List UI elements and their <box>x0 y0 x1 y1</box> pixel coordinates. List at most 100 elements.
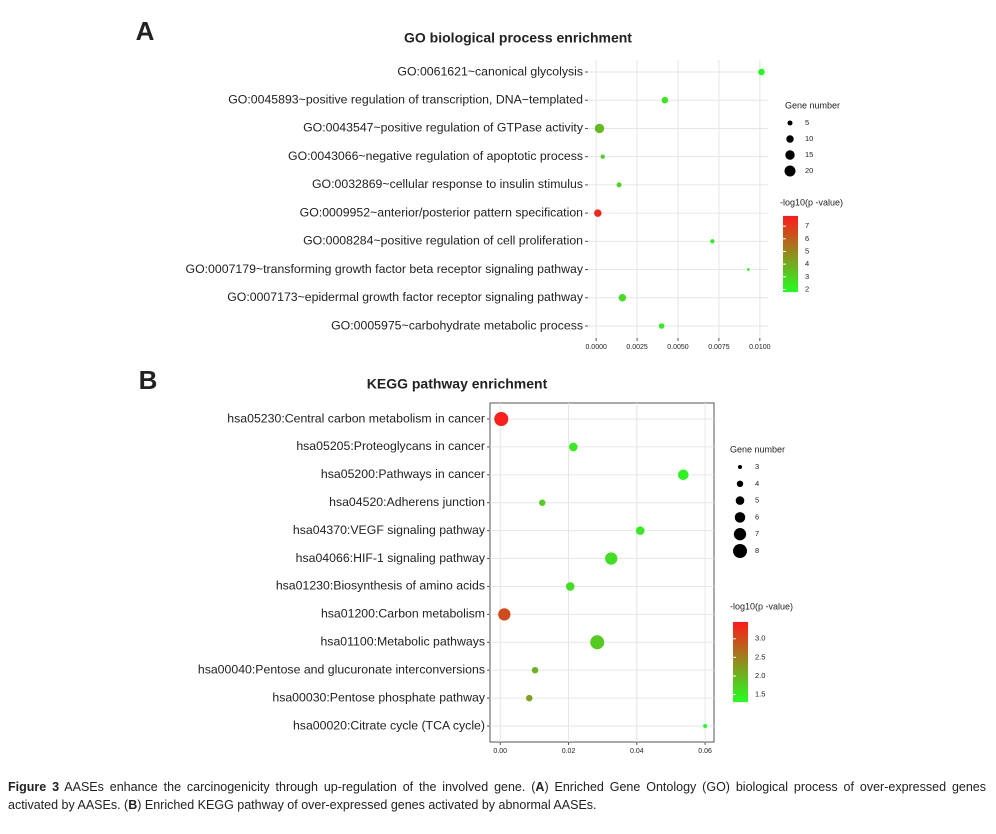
legend-label: 6 <box>755 512 759 521</box>
bubble <box>677 469 689 481</box>
bubble <box>746 268 750 271</box>
y-tick-label: hsa00030:Pentose phosphate pathway <box>272 690 485 704</box>
legend-label: 5 <box>805 118 809 127</box>
bubble <box>569 442 578 452</box>
y-tick-label: GO:0009952~anterior/posterior pattern sp… <box>300 205 583 219</box>
legend-label: 4 <box>755 479 759 488</box>
x-tick-label: 0.06 <box>698 748 712 755</box>
bubble <box>594 123 605 134</box>
legend-label: 2.5 <box>755 652 765 661</box>
plot-panel <box>489 402 715 743</box>
legend-label: 10 <box>805 134 813 143</box>
legend-label: 7 <box>805 221 809 230</box>
legend-bubble <box>736 480 744 488</box>
y-tick-label: GO:0061621~canonical glycolysis <box>397 64 583 78</box>
legend-label: 4 <box>805 259 809 268</box>
panel-label: A <box>136 16 155 46</box>
color-bar <box>783 216 798 292</box>
charts: A GO biological process enrichment 0.0000 0… <box>136 16 843 755</box>
legend-bubble <box>784 165 796 177</box>
legend-label: 7 <box>755 529 759 538</box>
bubble <box>531 666 539 674</box>
legend-label: 5 <box>755 496 759 505</box>
bubble <box>590 635 605 650</box>
bubble <box>498 608 511 621</box>
y-tick-label: hsa00040:Pentose and glucuronate interco… <box>198 662 485 676</box>
x-tick-label: 0.0100 <box>749 344 771 351</box>
legend-label: 8 <box>755 546 759 555</box>
bubble <box>661 96 669 104</box>
x-tick-label: 0.0025 <box>626 344 648 351</box>
bubble <box>594 209 602 217</box>
legend-bubble <box>786 135 794 143</box>
y-tick-label: GO:0007173~epidermal growth factor recep… <box>227 290 584 304</box>
legend-label: 1.5 <box>755 690 765 699</box>
y-tick-label: hsa05230:Central carbon metabolism in ca… <box>227 411 485 425</box>
bubble <box>526 694 533 702</box>
legend-bubble <box>735 496 745 505</box>
bubble <box>710 239 715 244</box>
legend-label: 15 <box>805 150 813 159</box>
caption-text: AASEs enhance the carcinogenicity throug… <box>59 780 536 794</box>
y-tick-label: hsa05200:Pathways in cancer <box>321 467 485 481</box>
bubble <box>758 68 765 76</box>
legend-label: 3.0 <box>755 634 765 643</box>
y-tick-label: hsa01230:Biosynthesis of amino acids <box>276 579 485 593</box>
panel-label: B <box>139 365 158 395</box>
chart-title: KEGG pathway enrichment <box>367 376 548 392</box>
legend-label: 5 <box>805 246 809 255</box>
legend-label: 3 <box>805 272 809 281</box>
legend-bubble <box>785 150 795 160</box>
legend-bubble <box>734 512 746 523</box>
y-tick-label: hsa01200:Carbon metabolism <box>321 607 485 621</box>
color-bar <box>733 622 748 702</box>
legend-bubble <box>733 544 747 558</box>
legend-title: Gene number <box>785 100 840 110</box>
y-tick-label: hsa01100:Metabolic pathways <box>320 635 485 649</box>
caption-ref: A <box>535 780 545 794</box>
y-tick-label: GO:0045893~positive regulation of transc… <box>228 92 583 106</box>
y-tick-label: hsa04520:Adherens junction <box>329 495 485 509</box>
bubble <box>635 526 645 535</box>
legend-title: -log10(p -value) <box>780 197 843 207</box>
legend-bubble <box>787 120 793 126</box>
y-tick-label: hsa04066:HIF-1 signaling pathway <box>296 551 486 565</box>
x-tick-label: 0.0050 <box>667 344 689 351</box>
y-tick-label: GO:0043066~negative regulation of apopto… <box>288 149 583 163</box>
legend-bubble <box>738 465 742 469</box>
y-tick-label: GO:0005975~carbohydrate metabolic proces… <box>331 318 583 332</box>
y-tick-label: GO:0043547~positive regulation of GTPase… <box>303 121 584 135</box>
caption-label: Figure 3 <box>8 780 60 794</box>
bubble <box>618 294 627 302</box>
caption-ref: B <box>128 798 138 812</box>
bubble <box>658 323 665 329</box>
legend-label: 2 <box>805 284 809 293</box>
y-tick-label: hsa05205:Proteoglycans in cancer <box>296 439 485 453</box>
legend-title: Gene number <box>730 444 785 454</box>
x-tick-label: 0.00 <box>493 748 507 755</box>
legend-label: 20 <box>805 166 813 175</box>
bubble <box>565 582 575 591</box>
bubble <box>600 154 605 159</box>
x-tick-label: 0.0000 <box>585 344 607 351</box>
caption-text: ) Enriched KEGG pathway of over-expresse… <box>137 798 597 812</box>
caption-text: ) Enriched Gene Ontology (GO) biological… <box>8 780 986 812</box>
y-tick-label: GO:0008284~positive regulation of cell p… <box>303 234 583 248</box>
bubble <box>703 724 708 728</box>
x-tick-label: 0.02 <box>562 748 576 755</box>
legend-bubble <box>733 528 747 541</box>
chart-title: GO biological process enrichment <box>404 30 632 46</box>
legend-label: 2.0 <box>755 671 765 680</box>
legend-title: -log10(p -value) <box>730 601 793 611</box>
y-tick-label: GO:0007179~transforming growth factor be… <box>186 262 584 276</box>
x-tick-label: 0.04 <box>630 748 644 755</box>
x-tick-label: 0.0075 <box>708 344 730 351</box>
bubble <box>605 552 618 565</box>
legend-label: 6 <box>805 234 809 243</box>
bubble <box>494 412 509 426</box>
y-tick-label: hsa00020:Citrate cycle (TCA cycle) <box>293 718 485 732</box>
y-tick-label: GO:0032869~cellular response to insulin … <box>312 177 583 191</box>
bubble <box>616 182 622 188</box>
legend-label: 3 <box>755 462 759 471</box>
